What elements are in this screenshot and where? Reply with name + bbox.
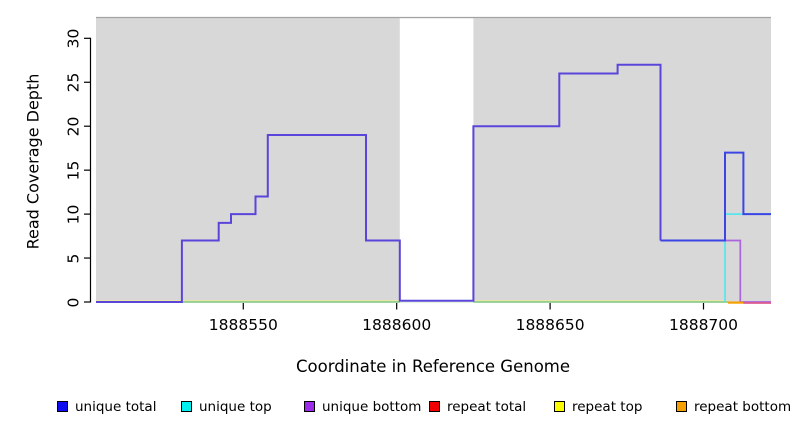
legend-label-unique-total: unique total	[75, 399, 157, 415]
x-tick-label: 1888700	[668, 316, 739, 334]
legend-swatch-repeat-total	[429, 401, 440, 412]
legend-label-unique-bottom: unique bottom	[322, 399, 422, 415]
legend-label-repeat-total: repeat total	[447, 399, 527, 415]
x-axis-title: Coordinate in Reference Genome	[295, 357, 571, 376]
x-tick-label: 1888550	[208, 316, 278, 334]
legend-label-repeat-top: repeat top	[572, 399, 643, 415]
legend-swatch-unique-bottom	[304, 401, 315, 412]
x-tick-label: 1888650	[515, 316, 585, 334]
unique-total-line	[96, 63, 662, 303]
legend-label-unique-top: unique top	[199, 399, 272, 415]
x-tick-label: 1888600	[362, 316, 432, 334]
legend-swatch-repeat-bottom	[676, 401, 687, 412]
legend-swatch-repeat-top	[554, 401, 565, 412]
legend-swatch-unique-total	[57, 401, 68, 412]
masked-region	[399, 18, 474, 303]
legend-label-repeat-bottom: repeat bottom	[694, 399, 792, 415]
unique-total-line-right	[660, 151, 771, 242]
legend-swatch-unique-top	[181, 401, 192, 412]
